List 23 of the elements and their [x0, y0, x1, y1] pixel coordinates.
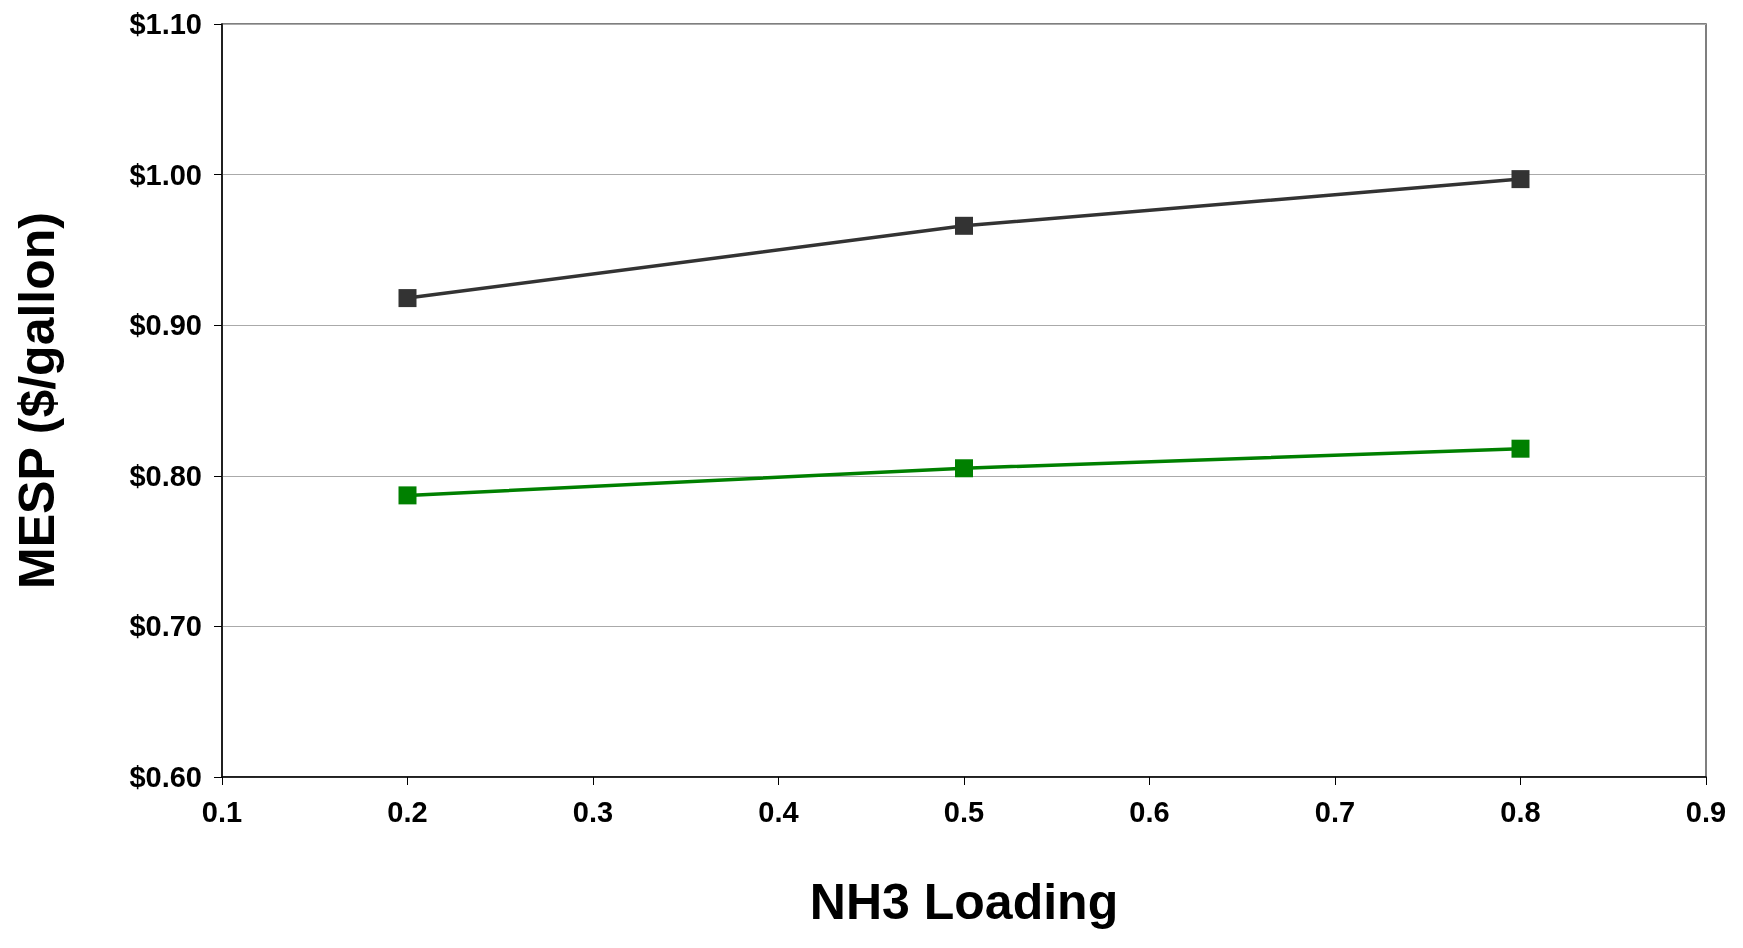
x-tick-label: 0.5	[943, 795, 985, 828]
y-tick-label: $1.10	[129, 8, 202, 40]
point	[1511, 170, 1530, 189]
point	[955, 216, 973, 235]
y-tick-label: $1.00	[129, 158, 202, 191]
x-tick-label: 0.2	[387, 795, 428, 828]
point	[398, 486, 417, 505]
point	[1511, 439, 1530, 458]
y-tick-label: $0.80	[129, 459, 202, 492]
x-tick-label: 0.1	[201, 795, 243, 828]
y-tick-label: $0.60	[129, 761, 202, 793]
x-axis-title: NH3 Loading	[809, 874, 1119, 930]
y-tick-label: $0.70	[129, 610, 202, 643]
x-tick-label: 0.7	[1314, 795, 1356, 828]
point	[955, 459, 973, 478]
x-tick-label: 0.4	[758, 795, 799, 828]
y-tick-label: $0.90	[129, 309, 202, 342]
y-axis-title: MESP ($/gallon)	[9, 212, 65, 589]
point	[398, 289, 417, 308]
x-tick-label: 0.3	[572, 795, 614, 828]
x-tick-label: 0.9	[1685, 795, 1727, 828]
x-tick-label: 0.8	[1500, 795, 1541, 828]
x-tick-label: 0.6	[1129, 795, 1170, 828]
